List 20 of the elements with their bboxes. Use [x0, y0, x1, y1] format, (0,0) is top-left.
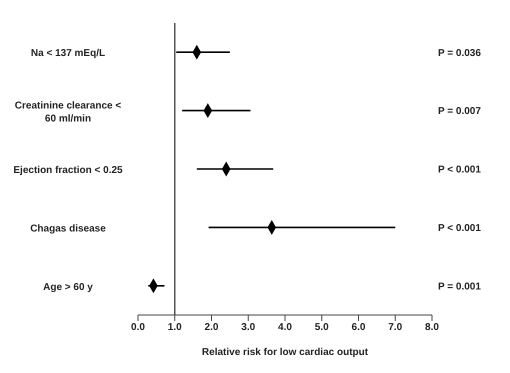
- x-axis-title: Relative risk for low cardiac output: [202, 347, 369, 358]
- x-tick-label: 5.0: [314, 322, 330, 334]
- y-tick-label: Age > 60 y: [43, 282, 94, 293]
- x-tick-label: 4.0: [278, 322, 292, 334]
- x-tick-label: 1.0: [168, 322, 182, 334]
- y-tick-label: Creatinine clearance < 60 ml/min: [14, 100, 122, 125]
- x-tick-label: 3.0: [241, 322, 256, 334]
- x-tick-label: 7.0: [388, 322, 403, 334]
- text: P = 0.001: [438, 281, 482, 292]
- text: P < 0.001: [438, 164, 482, 176]
- x-tick-label: 2.0: [204, 322, 219, 334]
- x-tick-label: 8.0: [425, 322, 440, 334]
- text: P < 0.001: [438, 222, 482, 234]
- text: P = 0.036: [438, 48, 482, 59]
- text: P = 0.007: [438, 106, 482, 118]
- y-tick-label: Ejection fraction < 0.25: [13, 165, 124, 176]
- x-tick-label: 6.0: [352, 322, 366, 334]
- x-tick-label: 0.0: [131, 322, 146, 334]
- y-tick-label: Chagas disease: [30, 223, 106, 234]
- y-tick-label: Na < 137 mEq/L: [30, 48, 106, 60]
